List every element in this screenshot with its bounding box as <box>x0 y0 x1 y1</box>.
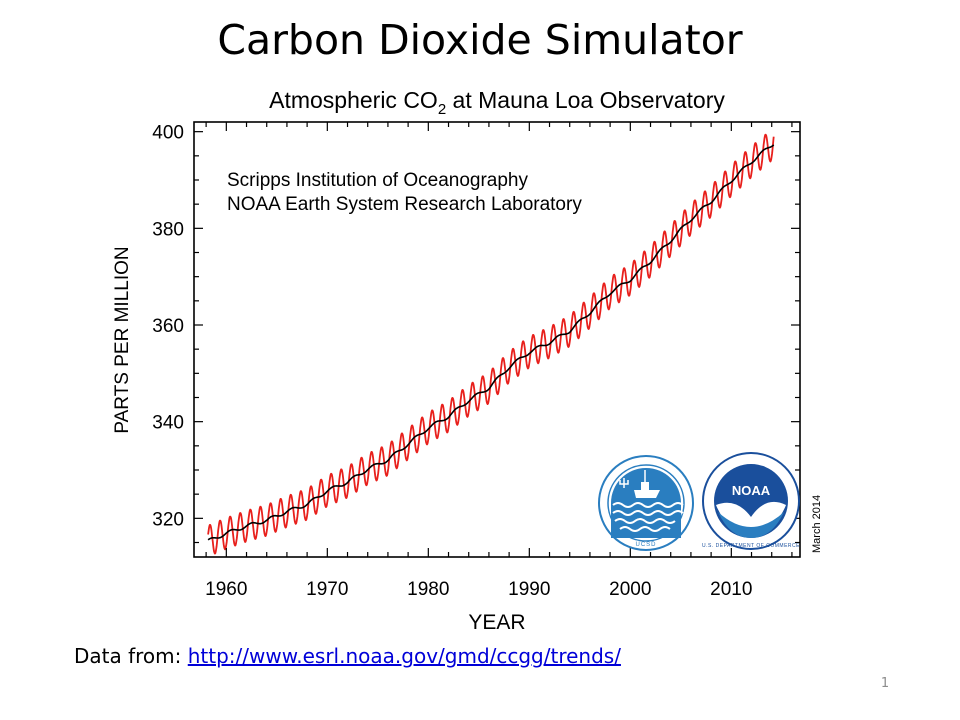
y-tick-label: 320 <box>152 509 184 530</box>
monthly-co2-series <box>207 133 775 555</box>
chart-title-main: Atmospheric CO <box>269 87 438 113</box>
annotation-line-2: NOAA Earth System Research Laboratory <box>227 194 582 215</box>
x-tick-label: 1970 <box>306 579 348 600</box>
slide-title: Carbon Dioxide Simulator <box>217 16 743 64</box>
plot-frame <box>193 121 801 558</box>
x-tick-label: 1990 <box>508 579 550 600</box>
axis-ticks: 320 340 360 380 400 1960 1970 1980 1990 2000 2010 <box>152 122 800 600</box>
svg-text:UCSD: UCSD <box>635 542 656 548</box>
x-tick-label: 1980 <box>407 579 449 600</box>
monthly-co2-line <box>207 133 775 555</box>
chart-title-suffix: at Mauna Loa Observatory <box>446 87 725 113</box>
x-axis-label: YEAR <box>468 611 525 634</box>
y-axis-label: PARTS PER MILLION <box>112 246 133 433</box>
trend-co2-line <box>207 144 775 541</box>
date-side-note: March 2014 <box>811 495 823 553</box>
y-tick-label: 400 <box>152 123 184 144</box>
y-tick-label: 380 <box>152 219 184 240</box>
source-prefix: Data from: <box>74 644 188 668</box>
y-tick-label: 360 <box>152 316 184 337</box>
x-tick-label: 2000 <box>609 579 651 600</box>
x-tick-label: 2010 <box>710 579 752 600</box>
chart-title-subscript: 2 <box>438 101 446 118</box>
data-source-line: Data from: http://www.esrl.noaa.gov/gmd/… <box>74 643 621 669</box>
trend-co2-series <box>207 144 775 541</box>
x-tick-label: 1960 <box>205 579 247 600</box>
svg-text:NOAA: NOAA <box>732 483 771 498</box>
y-tick-label: 340 <box>152 413 184 434</box>
noaa-logo: NOAA U.S. DEPARTMENT OF COMMERCE <box>702 452 800 550</box>
svg-text:U.S. DEPARTMENT OF COMMERCE: U.S. DEPARTMENT OF COMMERCE <box>702 543 800 549</box>
annotation-line-1: Scripps Institution of Oceanography <box>227 170 529 191</box>
chart-title: Atmospheric CO2 at Mauna Loa Observatory <box>269 87 725 118</box>
scripps-ucsd-logo: UCSD <box>598 455 694 551</box>
page-number: 1 <box>880 676 890 691</box>
source-link[interactable]: http://www.esrl.noaa.gov/gmd/ccgg/trends… <box>187 644 621 668</box>
